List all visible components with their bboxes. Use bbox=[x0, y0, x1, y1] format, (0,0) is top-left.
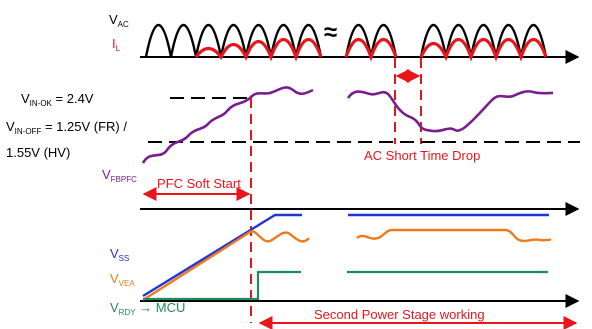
vin-off-label-sub: IN-OFF bbox=[14, 127, 42, 136]
vvea-label: VVEA bbox=[110, 271, 135, 288]
vfbpfc-waveform bbox=[141, 86, 314, 164]
vfbpfc-label-sub: FBPFC bbox=[110, 175, 137, 184]
vrdy-label-suffix: → MCU bbox=[135, 300, 186, 315]
ac-drop-label: AC Short Time Drop bbox=[364, 148, 481, 163]
vrdy-label-main: V bbox=[110, 300, 119, 315]
vvea-label-main: V bbox=[110, 271, 119, 286]
vvea-waveform bbox=[142, 230, 310, 302]
vfbpfc-waveform-drop bbox=[346, 90, 554, 133]
vin-off-label: VIN-OFF = 1.25V (FR) / bbox=[6, 119, 127, 136]
vin-off-label-main: V bbox=[6, 119, 15, 134]
vac-label-main: V bbox=[109, 12, 118, 27]
il-waveform-right bbox=[344, 37, 548, 62]
vin-ok-label-main: V bbox=[21, 91, 30, 106]
il-label: IL bbox=[112, 36, 121, 53]
vfbpfc-label-main: V bbox=[102, 167, 111, 182]
vss-label-main: V bbox=[110, 246, 119, 261]
vss-label: VSS bbox=[110, 246, 130, 263]
second-stage-label: Second Power Stage working bbox=[314, 307, 485, 322]
vin-off-label-value: = 1.25V (FR) / bbox=[41, 119, 127, 134]
vin-ok-label-value: = 2.4V bbox=[51, 91, 94, 106]
vrdy-waveform bbox=[143, 270, 301, 301]
il-waveform-left bbox=[194, 37, 323, 62]
vrdy-label-sub: RDY bbox=[118, 308, 136, 317]
vss-waveform bbox=[142, 213, 302, 298]
vss-label-sub: SS bbox=[118, 254, 130, 263]
vrdy-label: VRDY → MCU bbox=[110, 300, 186, 317]
vac-waveform-left bbox=[144, 23, 323, 58]
vfbpfc-label: VFBPFC bbox=[102, 167, 137, 184]
soft-start-label: PFC Soft Start bbox=[157, 176, 241, 191]
break-symbol: ≈ bbox=[324, 19, 338, 46]
vin-ok-label-sub: IN-OK bbox=[29, 99, 52, 108]
vvea-label-sub: VEA bbox=[118, 279, 135, 288]
vac-label-sub: AC bbox=[117, 20, 129, 29]
vac-label: VAC bbox=[109, 12, 129, 29]
vin-ok-label: VIN-OK = 2.4V bbox=[21, 91, 94, 108]
il-label-main: I bbox=[112, 36, 116, 51]
il-label-sub: L bbox=[115, 44, 121, 53]
vac-waveform-right bbox=[344, 23, 548, 58]
vin-off-hv-label: 1.55V (HV) bbox=[6, 145, 71, 160]
vvea-waveform-after bbox=[356, 228, 552, 243]
